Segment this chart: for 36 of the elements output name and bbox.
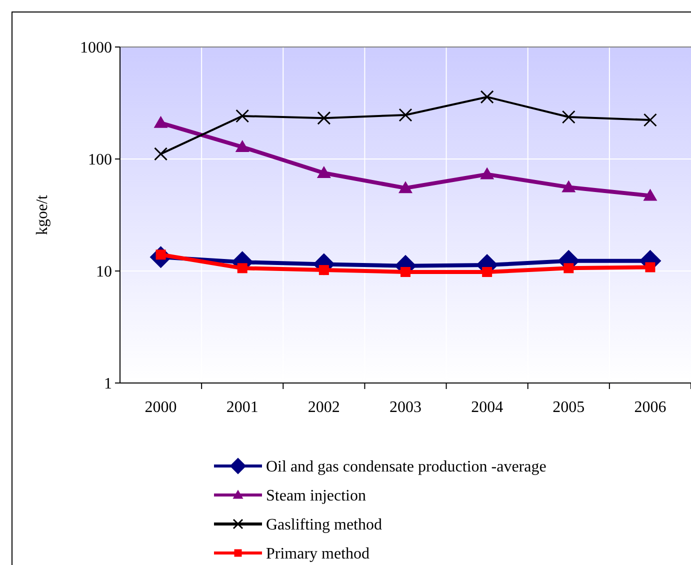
point: [564, 263, 574, 274]
point: [317, 111, 331, 125]
point: [154, 147, 168, 161]
x-tick-label: 2000: [144, 399, 177, 416]
legend-label: Steam injection: [266, 488, 366, 505]
x-tick-label: 2006: [634, 399, 666, 416]
point: [237, 263, 248, 274]
point: [236, 109, 250, 123]
x-tick-label: 2003: [390, 399, 422, 416]
x-tick-label: 2002: [308, 399, 340, 416]
point: [235, 140, 250, 152]
x-tick-label: 2004: [471, 399, 504, 416]
y-axis-title: kgoe/t: [34, 194, 51, 235]
legend-label: Primary method: [266, 546, 370, 563]
x-tick-label: 2005: [552, 399, 585, 416]
point: [645, 262, 656, 272]
x-tick-label: 2001: [226, 399, 258, 416]
y-tick-label: 10: [96, 264, 112, 281]
point: [643, 188, 658, 201]
point: [316, 166, 331, 178]
point: [398, 108, 412, 122]
point: [562, 180, 576, 192]
y-tick-label: 100: [88, 152, 112, 169]
point: [480, 90, 494, 104]
legend-label: Oil and gas condensate production -average: [266, 458, 546, 476]
legend-label: Gaslifting method: [266, 516, 382, 534]
point: [482, 266, 492, 277]
point: [562, 110, 576, 124]
point: [400, 266, 410, 277]
point: [480, 167, 494, 180]
point: [318, 265, 329, 276]
point: [643, 113, 657, 127]
y-tick-label: 1000: [80, 40, 112, 57]
point: [154, 116, 168, 128]
y-tick-label: 1: [104, 376, 112, 393]
point: [398, 181, 412, 194]
